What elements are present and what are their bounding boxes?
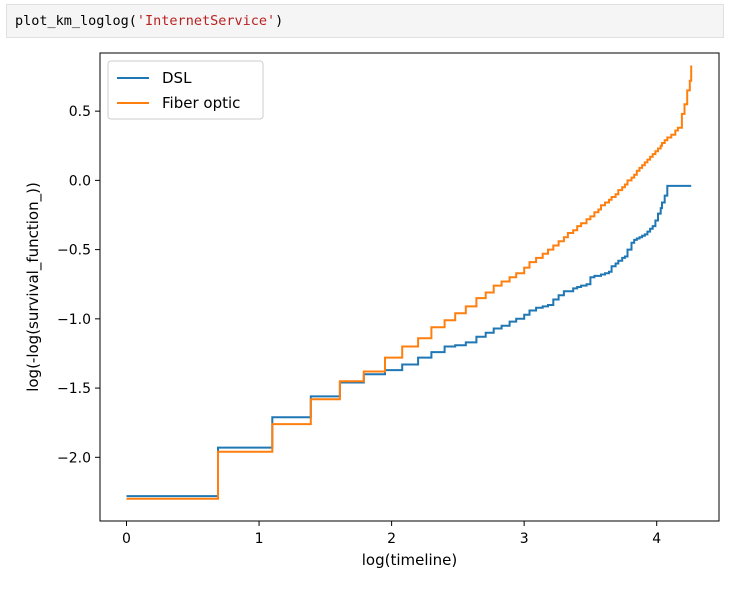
code-function: plot_km_loglog( xyxy=(15,13,137,29)
x-axis-label: log(timeline) xyxy=(362,551,458,569)
x-axis-ticks: 0 1 2 3 4 xyxy=(122,521,661,547)
series-line-fiber-optic xyxy=(126,65,693,500)
series-layer xyxy=(126,65,693,500)
x-tick-label: 4 xyxy=(652,531,661,547)
x-tick-label: 3 xyxy=(520,531,529,547)
code-string-arg: 'InternetService' xyxy=(136,13,276,29)
legend-box xyxy=(107,60,264,120)
y-axis-label: log(-log(survival_function_)) xyxy=(24,182,43,392)
y-axis-ticks: −2.0 −1.5 −1.0 −0.5 0.0 0.5 xyxy=(57,104,100,466)
y-tick-label: −1.0 xyxy=(57,312,91,328)
x-tick-label: 2 xyxy=(387,531,396,547)
x-tick-label: 0 xyxy=(122,531,131,547)
legend: DSL Fiber optic xyxy=(107,60,264,120)
series-line-dsl xyxy=(126,184,692,498)
plot-frame xyxy=(99,52,720,522)
y-tick-label: 0.0 xyxy=(69,173,91,189)
code-close-paren: ) xyxy=(275,13,284,29)
km-loglog-chart: 0 1 2 3 4 −2.0 −1.5 −1.0 −0.5 0.0 0.5 log(timelin… xyxy=(24,52,720,569)
y-tick-label: −2.0 xyxy=(57,450,91,466)
legend-label: Fiber optic xyxy=(162,94,240,112)
y-tick-label: 0.5 xyxy=(69,104,91,120)
cell-output: 0 1 2 3 4 −2.0 −1.5 −1.0 −0.5 0.0 0.5 log(timelin… xyxy=(0,44,730,590)
x-tick-label: 1 xyxy=(255,531,264,547)
y-tick-label: −0.5 xyxy=(57,243,91,259)
y-tick-label: −1.5 xyxy=(57,381,91,397)
code-cell[interactable]: plot_km_loglog('InternetService') xyxy=(6,4,724,38)
legend-label: DSL xyxy=(162,69,192,87)
